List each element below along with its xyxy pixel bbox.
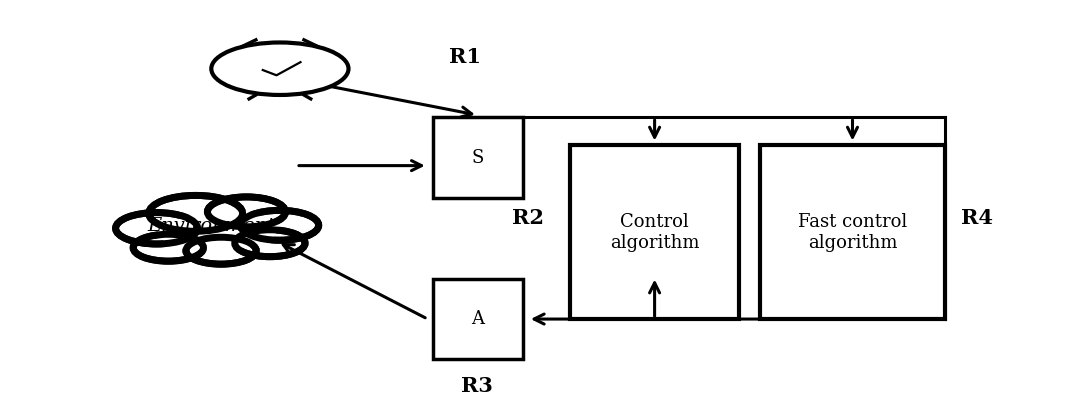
- Circle shape: [240, 211, 319, 240]
- Text: Control
algorithm: Control algorithm: [610, 213, 699, 252]
- Text: R1: R1: [449, 47, 480, 67]
- Circle shape: [115, 213, 198, 244]
- Text: A: A: [472, 310, 485, 328]
- Polygon shape: [156, 212, 280, 250]
- Circle shape: [186, 237, 256, 264]
- Circle shape: [149, 195, 242, 231]
- Text: R3: R3: [461, 376, 493, 396]
- Circle shape: [235, 230, 305, 257]
- Circle shape: [134, 234, 204, 261]
- Bar: [433, 117, 522, 198]
- Bar: [570, 145, 739, 319]
- Text: Environment: Environment: [148, 217, 276, 235]
- Text: S: S: [472, 149, 484, 166]
- Text: Fast control
algorithm: Fast control algorithm: [798, 213, 907, 252]
- Circle shape: [208, 197, 285, 227]
- Bar: [433, 279, 522, 359]
- Text: R4: R4: [961, 208, 993, 228]
- Bar: [760, 145, 945, 319]
- Text: R2: R2: [512, 208, 544, 228]
- Circle shape: [211, 42, 349, 95]
